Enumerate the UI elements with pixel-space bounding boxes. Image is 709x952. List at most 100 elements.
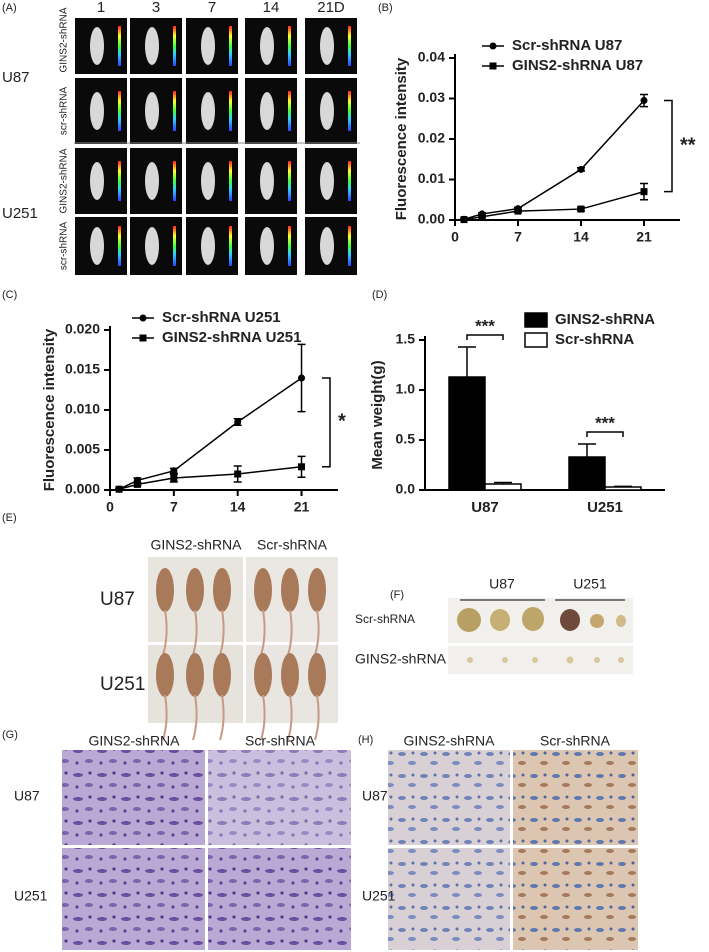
mouse [145,27,159,65]
x-tick-label: 7 [170,499,178,515]
marker [298,374,306,382]
y-tick-label: 0.01 [418,170,445,186]
tail [314,609,320,656]
tumor [566,656,574,664]
marker [640,97,648,105]
mouse [320,227,334,265]
legend-swatch [524,332,548,348]
row-label: Scr-shRNA [355,612,415,626]
series-line [463,190,645,221]
charts: (B)Fluorescence intensity 0.000.010.020.0… [2,2,696,516]
column-label: Scr-shRNA [245,733,316,749]
marker [170,467,178,475]
marker [234,418,242,426]
color-scale [288,226,291,266]
y-tick-label: 0.020 [65,321,100,337]
mouse [201,227,215,265]
column-label: GINS2-shRNA [88,733,180,749]
tumor [616,615,626,627]
y-tick-label: 0.03 [418,89,445,105]
panel-label: (F) [390,589,404,601]
color-scale [288,91,291,131]
row-label: scr-shRNA [59,87,70,136]
color-scale [118,161,121,201]
tumor [590,614,604,628]
color-scale [173,91,176,131]
tumor [522,607,544,631]
mouse [213,653,231,697]
photo [388,750,510,845]
column-label: Scr-shRNA [540,733,611,749]
y-tick-label: 0.00 [418,211,445,227]
column-label: 21D [317,0,345,16]
color-scale [118,226,121,266]
y-tick-label: 0.04 [418,49,445,65]
tail [287,609,293,656]
row-label: U87 [100,589,135,610]
marker [460,216,468,224]
legend-label: GINS2-shRNA U87 [512,57,643,74]
legend-marker [489,42,497,50]
column-label: U87 [489,576,515,592]
legend-marker [489,62,497,70]
column-label: 1 [97,0,105,16]
x-tick-label: U87 [471,499,499,516]
mouse [201,27,215,65]
tail [192,694,198,741]
tail [260,694,266,741]
legend-marker [139,314,147,322]
legend-label: Scr-shRNA U87 [512,37,622,54]
series-line [118,377,302,490]
mouse [281,653,299,697]
tail [260,609,266,656]
row-label: U87 [362,788,388,804]
column-label: GINS2-shRNA [403,733,495,749]
tumor [532,657,538,663]
row-label: U251 [362,888,396,904]
color-scale [229,26,232,66]
column-label: GINS2-shRNA [150,537,242,553]
y-tick-label: 1.5 [396,331,416,347]
mouse [145,227,159,265]
mouse [254,568,272,612]
y-axis-label: Fluorescence intensity [41,328,58,491]
photo [513,750,638,845]
mouse [156,568,174,612]
photo [513,848,638,950]
tumor [502,657,508,663]
x-tick-label: 14 [230,499,246,515]
mouse [201,162,215,200]
marker [170,474,178,482]
significance-label: *** [595,413,615,432]
column-label: 14 [263,0,280,16]
cell-line-label: U251 [2,205,38,222]
photo [62,750,205,845]
y-tick-label: 0.015 [65,361,100,377]
tumor [618,657,624,663]
row-label: U251 [100,674,145,695]
y-axis-label: Mean weight(g) [369,360,386,469]
tumor [490,609,510,631]
column-label: Scr-shRNA [257,537,328,553]
tumor [467,657,473,663]
tail [162,694,168,741]
tumor [560,609,580,631]
legend-swatch [524,312,548,328]
tumor [457,608,481,632]
mouse [320,92,334,130]
photo [208,750,351,845]
legend-label: GINS2-shRNA U251 [162,329,301,346]
row-label: GINS2-shRNA [59,7,70,72]
bar [568,456,606,491]
column-label: U251 [573,576,607,592]
mouse [308,568,326,612]
mouse [145,162,159,200]
color-scale [348,91,351,131]
x-tick-label: 0 [106,499,114,515]
color-scale [348,161,351,201]
color-scale [229,226,232,266]
tail [219,609,225,656]
marker [234,470,242,478]
tail [314,694,320,741]
x-tick-label: 21 [294,499,310,515]
